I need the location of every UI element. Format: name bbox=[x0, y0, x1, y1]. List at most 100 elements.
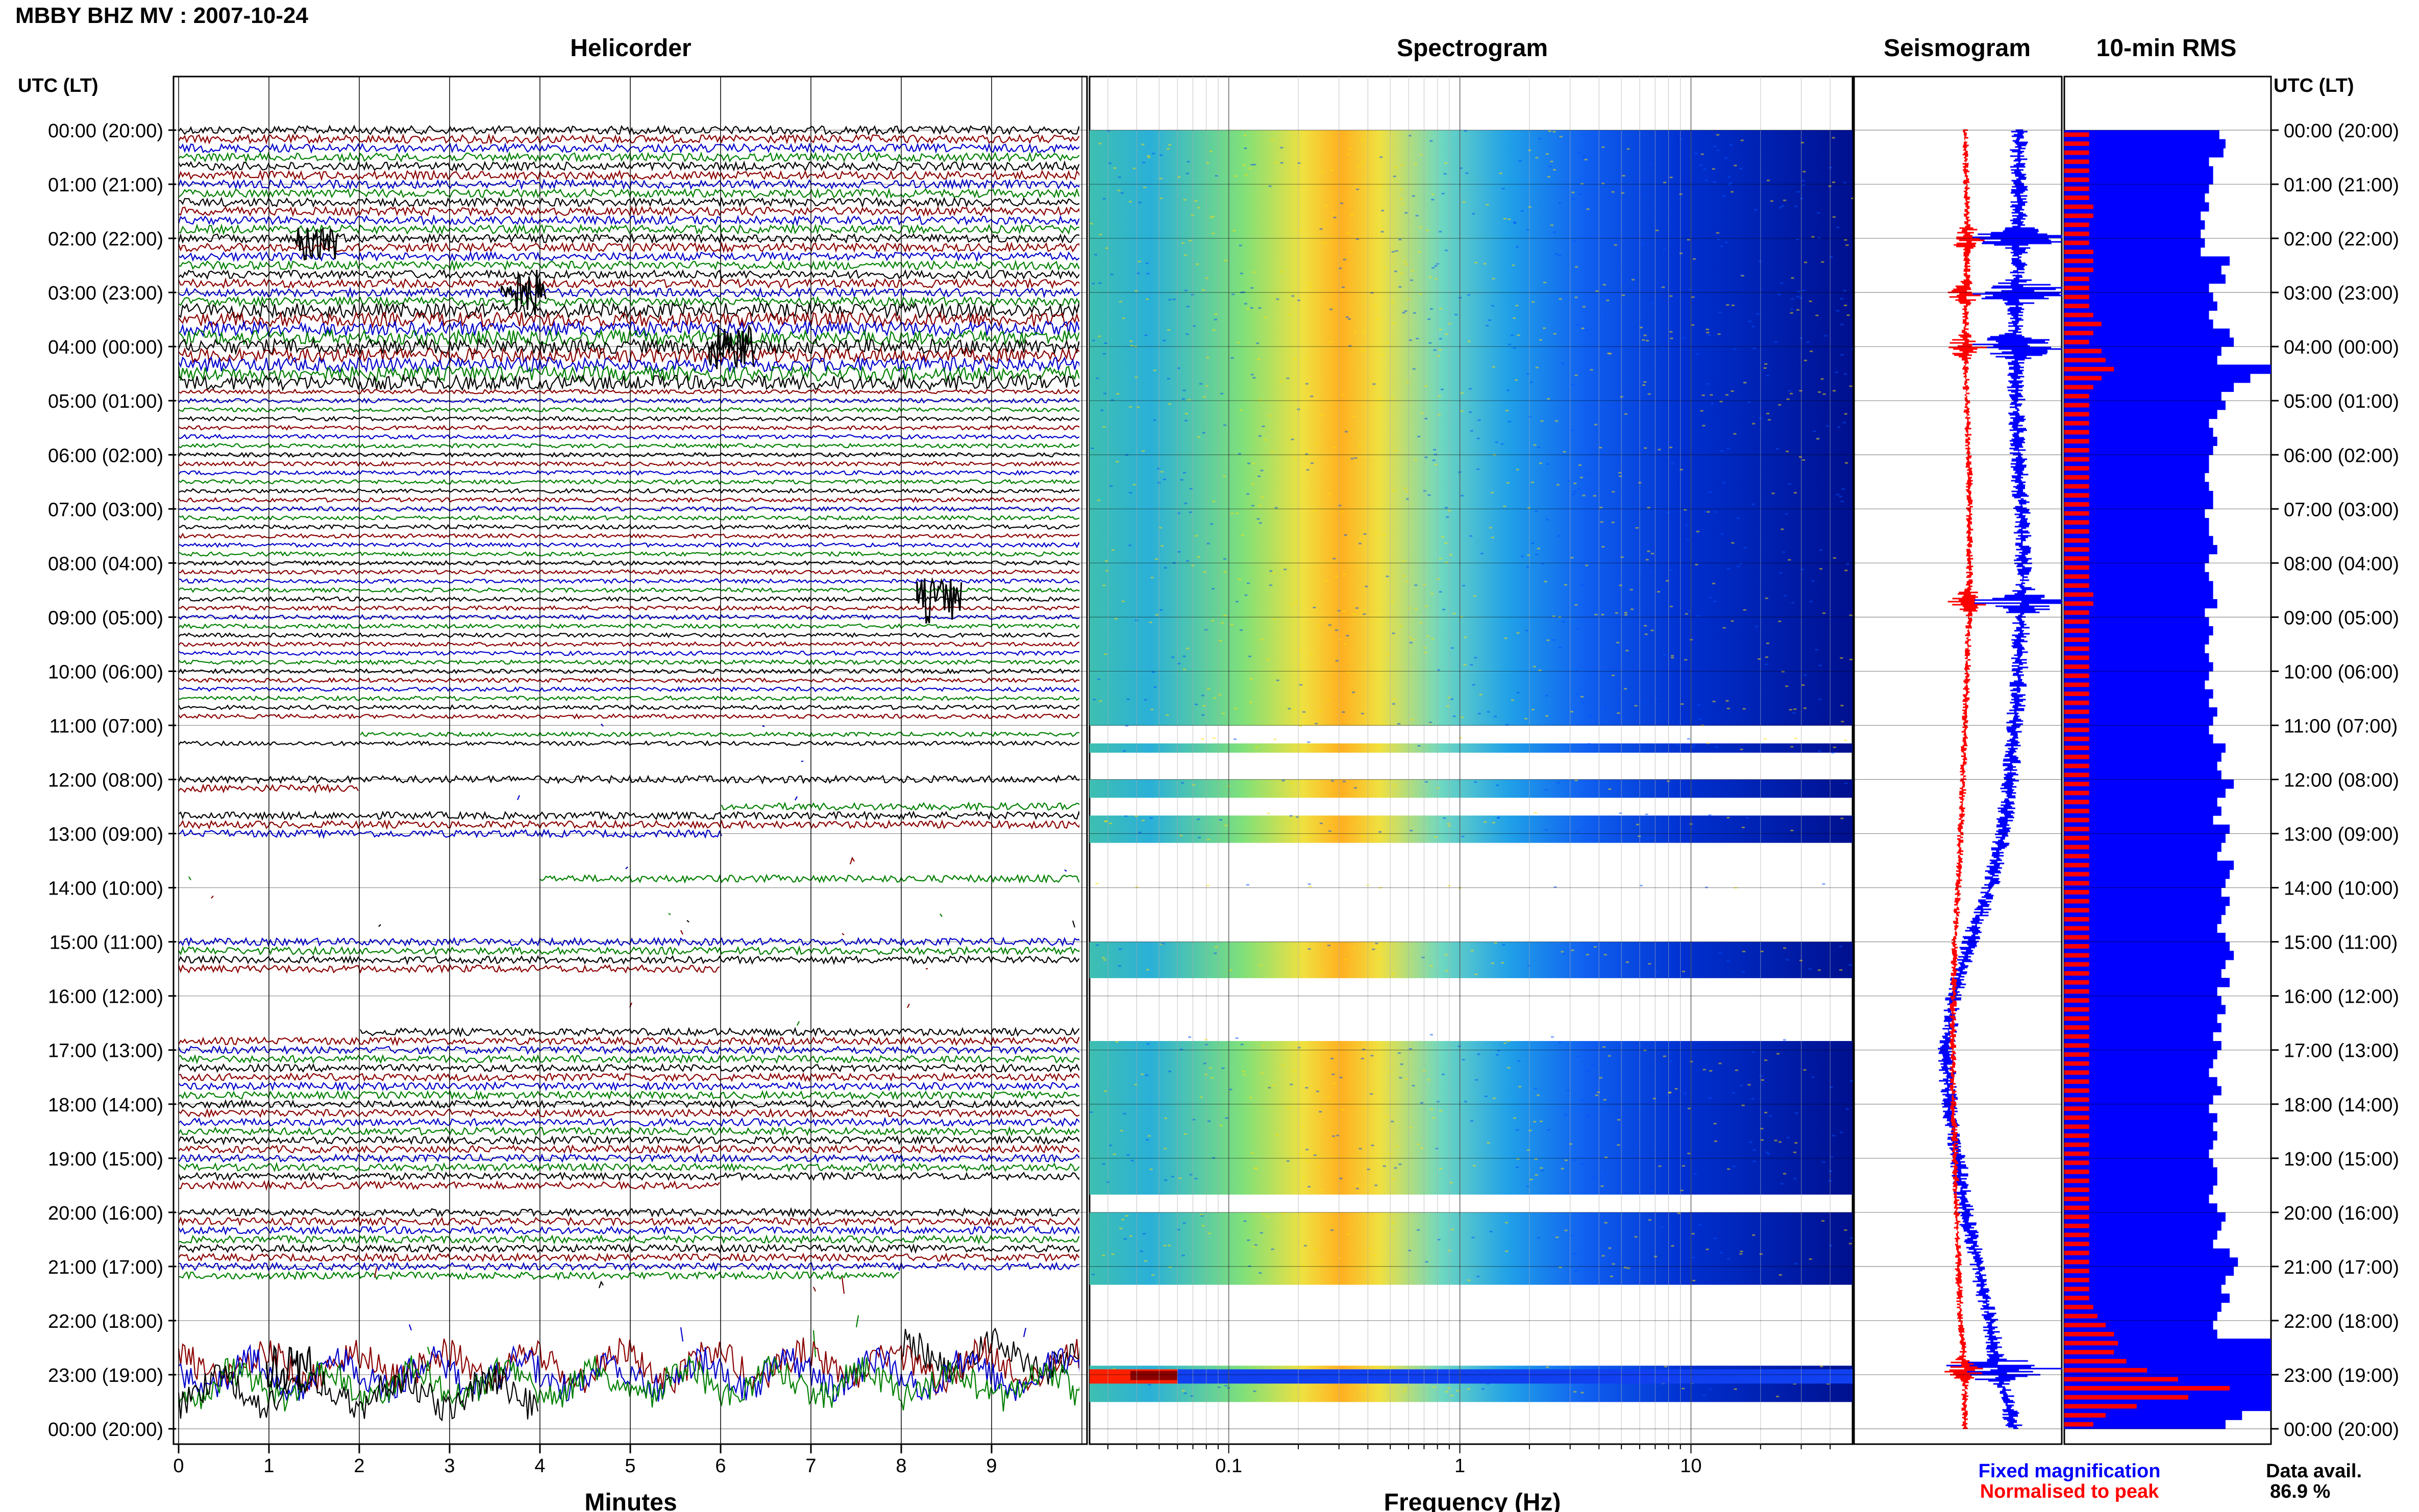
spectrogram-speckle bbox=[1537, 1237, 1541, 1239]
spectrogram-speckle bbox=[1118, 965, 1121, 967]
spectrogram-speckle bbox=[1743, 547, 1746, 549]
spectrogram-speckle bbox=[1111, 549, 1115, 551]
spectrogram-speckle bbox=[1212, 588, 1215, 590]
spectrogram-speckle bbox=[1146, 969, 1149, 971]
helicorder-trace bbox=[178, 1144, 1079, 1154]
spectrogram-speckle bbox=[1526, 373, 1530, 375]
spectrogram-speckle bbox=[1439, 591, 1442, 593]
spectrogram-speckle bbox=[1343, 959, 1347, 961]
rms-normalised-bar bbox=[2064, 610, 2089, 615]
spectrogram-speckle bbox=[1124, 815, 1128, 817]
spectrogram-speckle bbox=[1791, 602, 1794, 604]
spectrogram-speckle bbox=[1194, 1178, 1198, 1180]
spectrogram-speckle bbox=[1148, 1383, 1151, 1385]
hour-label-right: 10:00 (06:00) bbox=[2284, 661, 2399, 683]
hour-label-right: 22:00 (18:00) bbox=[2284, 1311, 2399, 1332]
spectrogram-speckle bbox=[1751, 1098, 1755, 1100]
spectrogram-speckle bbox=[1183, 199, 1187, 201]
spectrogram-speckle bbox=[1660, 287, 1663, 289]
spectrogram-speckle bbox=[1308, 836, 1312, 838]
rms-normalised-bar bbox=[2064, 1142, 2089, 1147]
spectrogram-speckle bbox=[1493, 454, 1496, 456]
spectrogram-speckle bbox=[1755, 626, 1759, 628]
spectrogram-speckle bbox=[1122, 750, 1126, 752]
spectrogram-speckle bbox=[1624, 612, 1627, 614]
spectrogram-speckle bbox=[1149, 1168, 1153, 1170]
spectrogram-speckle bbox=[1635, 496, 1639, 498]
legend-normalised: Normalised to peak bbox=[1980, 1481, 2159, 1502]
spectrogram-speckle bbox=[1657, 591, 1660, 593]
spectrogram-speckle bbox=[1144, 334, 1148, 336]
spectrogram-speckle bbox=[1513, 317, 1516, 319]
spectrogram-speckle bbox=[1671, 657, 1674, 659]
rms-fixed-bar bbox=[2064, 536, 2213, 546]
spectrogram-speckle bbox=[1452, 612, 1456, 614]
spectrogram-speckle bbox=[1132, 484, 1136, 486]
spectrogram-speckle bbox=[1225, 1117, 1228, 1119]
rms-normalised-bar bbox=[2064, 926, 2089, 931]
rms-fixed-bar bbox=[2064, 1068, 2209, 1078]
spectrogram-speckle bbox=[1778, 293, 1781, 295]
spectrogram-speckle bbox=[1477, 419, 1481, 421]
spectrogram-speckle bbox=[1489, 1230, 1493, 1232]
hour-label-right: 03:00 (23:00) bbox=[2284, 283, 2399, 304]
spectrogram-speckle bbox=[1408, 607, 1411, 609]
spectrogram-speckle bbox=[1529, 381, 1533, 383]
spectrogram-speckle bbox=[1638, 317, 1641, 319]
spectrogram-speckle bbox=[1299, 1153, 1302, 1155]
spectrogram-speckle bbox=[1409, 1048, 1412, 1050]
spectrogram-speckle bbox=[1526, 1149, 1530, 1151]
hour-label-left: 20:00 (16:00) bbox=[48, 1203, 163, 1224]
helicorder-panel bbox=[172, 76, 1088, 1445]
spectrogram-speckle bbox=[1276, 298, 1279, 300]
spectrogram-speckle bbox=[1134, 376, 1138, 378]
spectrogram-speckle bbox=[1250, 307, 1253, 309]
spectrogram-speckle bbox=[1143, 186, 1147, 188]
spectrogram-speckle bbox=[1403, 487, 1407, 489]
hour-label-right: 17:00 (13:00) bbox=[2284, 1040, 2399, 1062]
spectrogram-speckle bbox=[1740, 274, 1743, 276]
rms-fixed-bar bbox=[2064, 1023, 2221, 1032]
spectrogram-speckle bbox=[1429, 1034, 1433, 1036]
spectrogram-speckle bbox=[1092, 283, 1095, 285]
spectrogram-speckle bbox=[1187, 161, 1190, 163]
spectrogram-speckle bbox=[1460, 392, 1464, 394]
spectrogram-speckle bbox=[1420, 1147, 1424, 1149]
spectrogram-speckle bbox=[1759, 1253, 1763, 1255]
spectrogram-speckle bbox=[1429, 140, 1433, 142]
helicorder-trace bbox=[178, 1261, 1079, 1272]
spectrogram-row bbox=[1090, 517, 1853, 528]
hour-label-right: 07:00 (03:00) bbox=[2284, 499, 2399, 520]
spectrogram-speckle bbox=[1102, 198, 1106, 200]
spectrogram-speckle bbox=[1102, 1163, 1105, 1165]
rms-normalised-bar bbox=[2064, 150, 2089, 155]
spectrogram-speckle bbox=[1788, 483, 1791, 485]
spectrogram-speckle bbox=[1149, 817, 1153, 819]
spectrogram-row bbox=[1090, 391, 1853, 401]
spectrogram-speckle bbox=[1325, 580, 1328, 582]
spectrogram-speckle bbox=[1593, 495, 1596, 497]
spectrogram-speckle bbox=[1601, 546, 1605, 548]
spectrogram-speckle bbox=[1845, 462, 1848, 464]
rms-normalised-bar bbox=[2064, 1422, 2093, 1427]
spectrogram-speckle bbox=[1200, 1215, 1204, 1217]
spectrogram-speckle bbox=[1799, 390, 1803, 392]
spectrogram-speckle bbox=[1417, 745, 1421, 747]
spectrogram-speckle bbox=[1150, 708, 1154, 710]
hour-label-left: 01:00 (21:00) bbox=[48, 175, 163, 196]
spectrogram-speckle bbox=[1444, 162, 1447, 164]
rms-fixed-bar bbox=[2064, 1275, 2226, 1285]
spectrogram-speckle bbox=[1758, 658, 1761, 660]
spectrogram-speckle bbox=[1802, 459, 1806, 461]
rms-normalised-bar bbox=[2064, 862, 2089, 867]
spectrogram-speckle bbox=[1477, 712, 1481, 714]
rms-normalised-bar bbox=[2064, 1313, 2097, 1319]
spectrogram-speckle bbox=[1313, 1248, 1317, 1250]
spectrogram-speckle bbox=[1443, 173, 1447, 175]
rms-normalised-bar bbox=[2064, 250, 2093, 255]
spectrogram-speckle bbox=[1221, 1067, 1225, 1069]
spectrogram-speckle bbox=[1444, 507, 1448, 509]
helicorder-trace bbox=[178, 251, 1079, 263]
spectrogram-speckle bbox=[1126, 698, 1130, 700]
seismogram-normalised-trace bbox=[1944, 129, 1987, 1429]
